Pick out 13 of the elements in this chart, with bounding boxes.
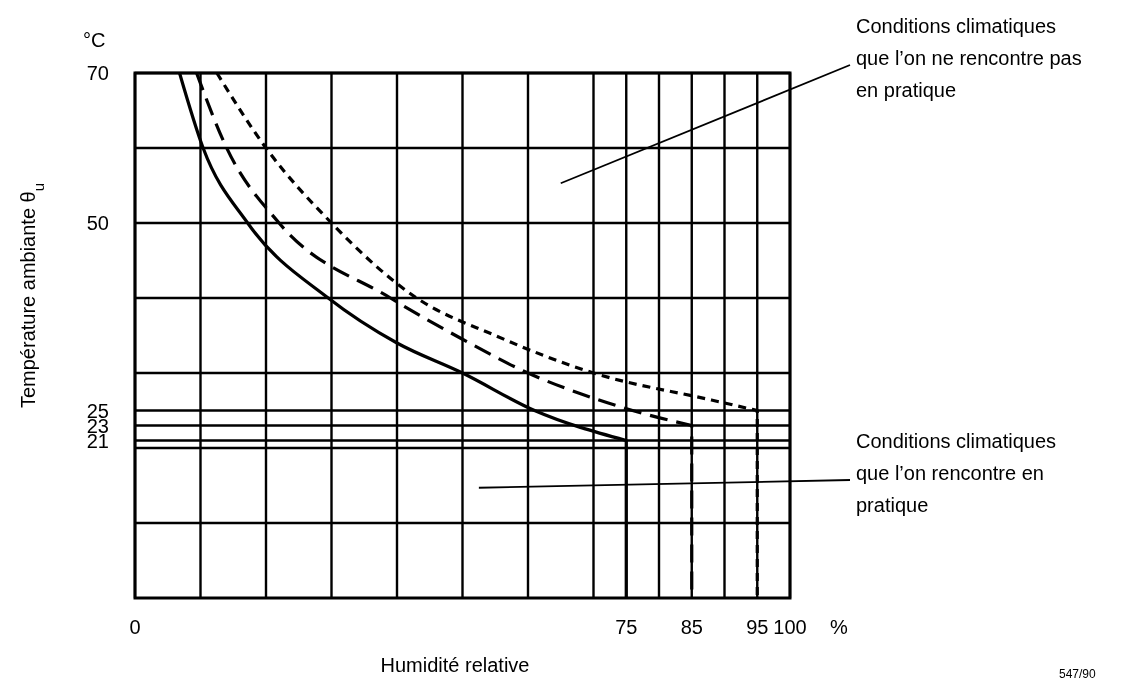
text: 547/90: [1059, 667, 1097, 681]
x-tick-label: 95: [746, 616, 769, 638]
x-tick-label: 75: [615, 616, 638, 638]
text: %: [830, 616, 848, 638]
text: °C: [83, 29, 106, 51]
y-tick-label: 70: [86, 62, 109, 84]
y-tick-label: 50: [86, 212, 109, 234]
x-axis-title: Humidité relative: [380, 654, 530, 676]
x-tick-label: 85: [680, 616, 703, 638]
text: Conditions climatiques que l’on rencontre en pratique: [856, 430, 1057, 516]
x-tick-label: 0: [129, 616, 141, 638]
x-tick-label: 100: [773, 616, 807, 638]
text: Conditions climatiques que l’on ne rencontre pas en pratique: [856, 15, 1082, 101]
